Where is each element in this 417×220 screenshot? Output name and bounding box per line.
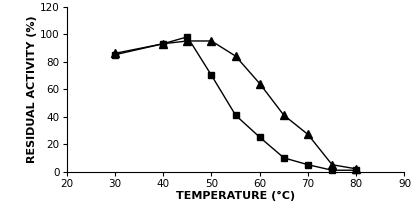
- X-axis label: TEMPERATURE (°C): TEMPERATURE (°C): [176, 191, 295, 201]
- Y-axis label: RESIDUAL ACTIVITY (%): RESIDUAL ACTIVITY (%): [27, 15, 37, 163]
